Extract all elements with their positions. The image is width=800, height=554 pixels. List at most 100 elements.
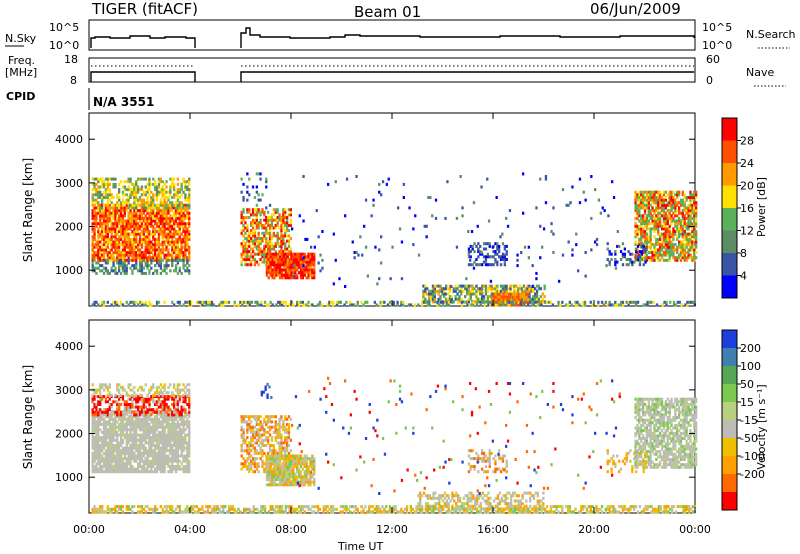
range-cell: [551, 303, 554, 307]
range-cell: [159, 232, 162, 236]
range-cell: [91, 227, 94, 231]
range-cell: [180, 237, 183, 241]
range-cell: [276, 234, 279, 238]
range-cell: [123, 465, 126, 468]
range-cell: [242, 250, 245, 254]
range-cell: [255, 237, 258, 240]
range-cell: [518, 287, 522, 291]
range-cell: [169, 219, 172, 223]
range-cell: [93, 177, 96, 181]
range-cell: [127, 237, 130, 241]
range-cell: [664, 243, 667, 247]
range-cell: [277, 271, 280, 275]
range-cell: [188, 258, 191, 262]
range-cell: [267, 221, 270, 225]
range-cell: [195, 300, 198, 304]
range-cell: [284, 303, 287, 307]
range-cell: [689, 235, 692, 239]
range-cell: [148, 271, 151, 275]
range-cell: [104, 441, 108, 445]
range-cell: [131, 214, 134, 218]
range-cell: [429, 292, 433, 296]
range-cell: [441, 287, 444, 291]
range-cell: [131, 193, 134, 197]
range-cell: [165, 256, 168, 260]
range-cell: [97, 211, 100, 215]
range-cell: [142, 459, 145, 463]
range-cell: [332, 282, 335, 286]
range-cell: [112, 412, 115, 416]
range-cell: [114, 251, 117, 254]
range-cell: [127, 222, 130, 226]
range-cell: [138, 251, 142, 254]
range-cell: [101, 436, 104, 440]
range-cell: [500, 303, 503, 307]
range-cell: [108, 177, 111, 181]
range-cell: [465, 287, 469, 291]
range-cell: [636, 244, 640, 248]
range-cell: [243, 300, 246, 304]
range-cell: [651, 198, 654, 202]
range-cell: [131, 222, 134, 226]
range-cell: [108, 237, 111, 241]
range-cell: [129, 454, 132, 458]
range-cell: [161, 230, 164, 233]
range-cell: [284, 216, 287, 219]
range-cell: [643, 235, 647, 239]
range-cell: [539, 177, 542, 181]
range-cell: [319, 269, 322, 273]
range-cell: [178, 436, 181, 440]
range-cell: [672, 230, 675, 233]
range-cell: [458, 297, 461, 301]
range-cell: [169, 467, 172, 471]
range-cell: [129, 470, 132, 474]
range-cell: [523, 303, 526, 307]
range-cell: [186, 300, 189, 304]
range-cell: [282, 258, 286, 261]
range-cell: [176, 444, 179, 447]
range-cell: [634, 256, 637, 260]
range-cell: [157, 193, 161, 197]
range-cell: [508, 209, 512, 213]
range-cell: [472, 300, 475, 304]
range-cell: [683, 243, 686, 247]
range-cell: [131, 454, 134, 458]
range-cell: [184, 467, 187, 471]
range-cell: [125, 193, 128, 197]
range-cell: [662, 237, 666, 241]
range-cell: [150, 266, 153, 270]
range-cell: [154, 451, 157, 455]
range-cell: [426, 303, 429, 307]
range-cell: [188, 467, 191, 471]
range-cell: [693, 193, 696, 197]
range-cell: [255, 216, 258, 219]
range-cell: [154, 256, 157, 260]
range-cell: [104, 235, 108, 239]
range-cell: [674, 203, 677, 207]
range-cell: [182, 190, 185, 194]
range-cell: [186, 188, 189, 192]
range-cell: [106, 256, 109, 260]
range-cell: [257, 231, 260, 235]
range-cell: [594, 188, 597, 192]
range-cell: [142, 203, 145, 207]
range-cell: [526, 287, 529, 291]
range-cell: [220, 303, 223, 307]
range-cell: [482, 255, 486, 259]
range-cell: [668, 216, 671, 220]
range-cell: [345, 177, 349, 181]
range-cell: [674, 248, 677, 252]
range-cell: [504, 303, 507, 307]
beam-label: Beam 01: [354, 3, 421, 21]
range-cell: [165, 240, 168, 244]
range-cell: [167, 235, 170, 239]
range-cell: [357, 253, 360, 257]
range-cell: [102, 436, 106, 440]
range-cell: [171, 459, 174, 463]
range-cell: [643, 258, 647, 262]
range-cell: [123, 180, 126, 184]
range-cell: [391, 245, 394, 249]
range-cell: [161, 232, 164, 236]
range-cell: [284, 273, 287, 277]
range-cell: [121, 451, 125, 455]
